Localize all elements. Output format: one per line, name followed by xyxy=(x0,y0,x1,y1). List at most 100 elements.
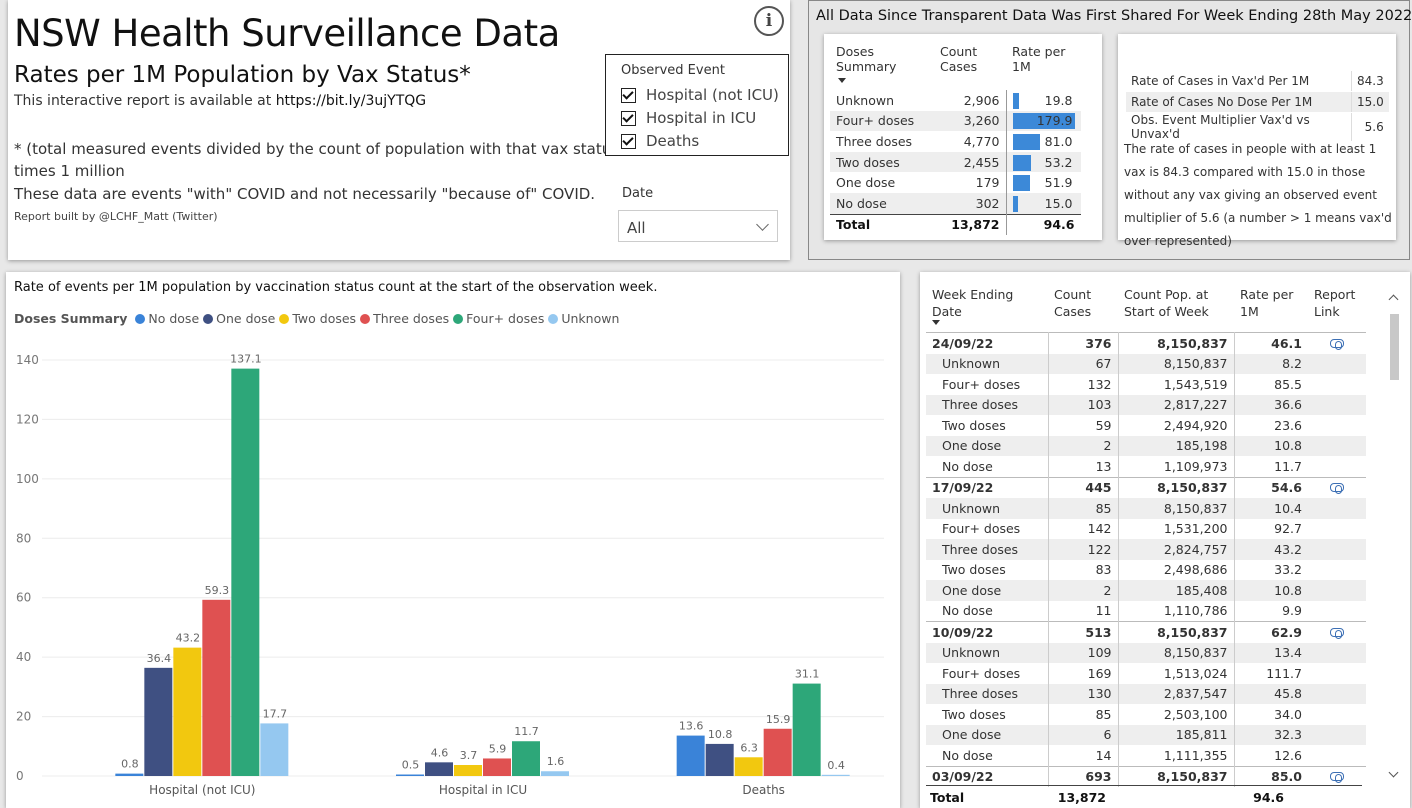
link-icon[interactable] xyxy=(1330,627,1344,639)
y-tick-label: 80 xyxy=(16,531,31,545)
week-dose-row[interactable]: Unknown 67 8,150,837 8.2 xyxy=(926,353,1366,374)
week-dose-row[interactable]: One dose 2 185,408 10.8 xyxy=(926,580,1366,601)
column-header-count[interactable]: Count Cases xyxy=(940,44,978,74)
link-icon[interactable] xyxy=(1330,772,1344,784)
week-dose-row[interactable]: No dose 14 1,111,355 12.6 xyxy=(926,745,1366,766)
slicer-item-deaths[interactable]: Deaths xyxy=(621,132,699,150)
week-dose-rate: 12.6 xyxy=(1233,745,1308,766)
week-dose-row[interactable]: Three doses 122 2,824,757 43.2 xyxy=(926,539,1366,560)
week-dose-count: 142 xyxy=(1047,518,1118,539)
legend-item[interactable]: Unknown xyxy=(548,311,619,326)
chevron-down-icon xyxy=(756,218,769,231)
week-group-rate: 85.0 xyxy=(1233,766,1308,787)
week-group-pop: 8,150,837 xyxy=(1117,621,1234,643)
bar-unknown xyxy=(260,723,289,776)
week-dose-row[interactable]: Unknown 85 8,150,837 10.4 xyxy=(926,498,1366,519)
y-tick-label: 20 xyxy=(16,710,31,724)
link-icon[interactable] xyxy=(1330,483,1344,495)
scroll-up-icon[interactable] xyxy=(1388,294,1399,305)
checkbox-checked-icon[interactable] xyxy=(621,133,636,149)
link-icon[interactable] xyxy=(1330,338,1344,350)
report-link-text: This interactive report is available at … xyxy=(14,93,427,109)
week-group-pop: 8,150,837 xyxy=(1117,332,1234,354)
column-header-rate[interactable]: Rate per 1M xyxy=(1012,44,1066,74)
ratio-label: Obs. Event Multiplier Vax'd vs Unvax'd xyxy=(1126,112,1352,142)
summary-row-label: Unknown xyxy=(836,92,895,108)
week-dose-row[interactable]: No dose 13 1,109,973 11.7 xyxy=(926,456,1366,477)
data-label: 11.7 xyxy=(514,725,539,738)
legend-dot-icon xyxy=(453,313,464,324)
week-dose-pop: 8,150,837 xyxy=(1117,353,1234,374)
legend-item[interactable]: Three doses xyxy=(360,311,449,326)
legend-label: Four+ doses xyxy=(466,311,545,326)
week-dose-row[interactable]: Four+ doses 169 1,513,024 111.7 xyxy=(926,663,1366,684)
summary-row[interactable]: One dose 179 51.9 xyxy=(830,172,1081,193)
week-dose-row[interactable]: Two doses 59 2,494,920 23.6 xyxy=(926,415,1366,436)
summary-row-rate: 53.2 xyxy=(1006,152,1081,173)
summary-row[interactable]: Three doses 4,770 81.0 xyxy=(830,131,1081,152)
legend-item[interactable]: One dose xyxy=(203,311,275,326)
column-header-count-pop[interactable]: Count Pop. at Start of Week xyxy=(1124,287,1209,319)
week-group-row[interactable]: 10/09/22 513 8,150,837 62.9 xyxy=(926,621,1366,643)
observed-event-slicer: Observed Event Hospital (not ICU) Hospit… xyxy=(605,54,789,156)
week-dose-row[interactable]: Three doses 103 2,817,227 36.6 xyxy=(926,394,1366,416)
bar-four-doses xyxy=(792,683,821,776)
scroll-thumb[interactable] xyxy=(1390,314,1399,380)
chart-legend: Doses Summary No dose One dose Two doses Th… xyxy=(14,311,623,326)
week-dose-row[interactable]: One dose 6 185,811 32.3 xyxy=(926,724,1366,745)
week-dose-row[interactable]: Four+ doses 132 1,543,519 85.5 xyxy=(926,374,1366,395)
slicer-item-hospital-not-icu[interactable]: Hospital (not ICU) xyxy=(621,86,779,104)
checkbox-checked-icon[interactable] xyxy=(621,87,636,103)
ratio-table: Rate of Cases in Vax'd Per 1M 84.3 Rate of… xyxy=(1126,71,1389,142)
summary-row[interactable]: Two doses 2,455 53.2 xyxy=(830,151,1081,173)
week-dose-count: 85 xyxy=(1047,704,1118,725)
checkbox-checked-icon[interactable] xyxy=(621,110,636,126)
week-dose-row[interactable]: Three doses 130 2,837,547 45.8 xyxy=(926,683,1366,704)
column-header-report-link[interactable]: Report Link xyxy=(1314,287,1356,319)
week-dose-row[interactable]: Unknown 109 8,150,837 13.4 xyxy=(926,642,1366,663)
week-group-row[interactable]: 03/09/22 693 8,150,837 85.0 xyxy=(926,766,1366,787)
week-dose-label: Three doses xyxy=(942,397,1019,413)
week-dose-label: One dose xyxy=(942,727,1002,743)
legend-item[interactable]: No dose xyxy=(135,311,199,326)
scroll-down-icon[interactable] xyxy=(1388,767,1399,778)
week-dose-count: 83 xyxy=(1047,559,1118,580)
legend-item[interactable]: Two doses xyxy=(279,311,356,326)
summary-row[interactable]: Unknown 2,906 19.8 xyxy=(830,90,1081,111)
summary-row[interactable]: No dose 302 15.0 xyxy=(830,192,1081,215)
week-group-row[interactable]: 17/09/22 445 8,150,837 54.6 xyxy=(926,477,1366,498)
week-dose-rate: 92.7 xyxy=(1233,518,1308,539)
column-header-count-cases[interactable]: Count Cases xyxy=(1054,287,1092,319)
week-dose-rate: 13.4 xyxy=(1233,642,1308,663)
report-link-cell xyxy=(1308,539,1366,560)
bar-three-doses xyxy=(763,728,792,776)
x-category-label: Hospital (not ICU) xyxy=(149,783,255,797)
y-tick-label: 120 xyxy=(16,412,39,426)
week-dose-count: 13 xyxy=(1047,456,1118,477)
report-url-link[interactable]: https://bit.ly/3ujYTQG xyxy=(275,93,427,109)
week-group-row[interactable]: 24/09/22 376 8,150,837 46.1 xyxy=(926,332,1366,354)
week-dose-row[interactable]: Four+ doses 142 1,531,200 92.7 xyxy=(926,518,1366,539)
slicer-item-hospital-icu[interactable]: Hospital in ICU xyxy=(621,109,756,127)
report-link-cell xyxy=(1308,436,1366,457)
week-group-rate: 46.1 xyxy=(1233,332,1308,354)
legend-item[interactable]: Four+ doses xyxy=(453,311,544,326)
week-dose-row[interactable]: Two doses 85 2,503,100 34.0 xyxy=(926,704,1366,725)
column-header-rate[interactable]: Rate per 1M xyxy=(1240,287,1294,319)
week-dose-label: Two doses xyxy=(942,562,1006,578)
week-dose-row[interactable]: No dose 11 1,110,786 9.9 xyxy=(926,600,1366,622)
date-filter-dropdown[interactable]: All xyxy=(618,210,778,242)
bar-no-dose xyxy=(396,774,424,776)
column-header-week[interactable]: Week Ending Date xyxy=(926,284,1048,333)
week-group-count: 445 xyxy=(1047,477,1118,498)
summary-row[interactable]: Four+ doses 3,260 179.9 xyxy=(830,110,1081,132)
column-header-doses[interactable]: Doses Summary xyxy=(830,42,934,90)
bar-two-doses xyxy=(454,765,482,776)
report-link-cell xyxy=(1308,333,1366,354)
week-dose-row[interactable]: One dose 2 185,198 10.8 xyxy=(926,435,1366,457)
week-dose-row[interactable]: Two doses 83 2,498,686 33.2 xyxy=(926,559,1366,580)
info-icon[interactable]: i xyxy=(754,6,784,36)
table-scrollbar[interactable] xyxy=(1388,288,1402,788)
report-link-cell xyxy=(1308,395,1366,416)
bar-three-doses xyxy=(202,599,231,776)
